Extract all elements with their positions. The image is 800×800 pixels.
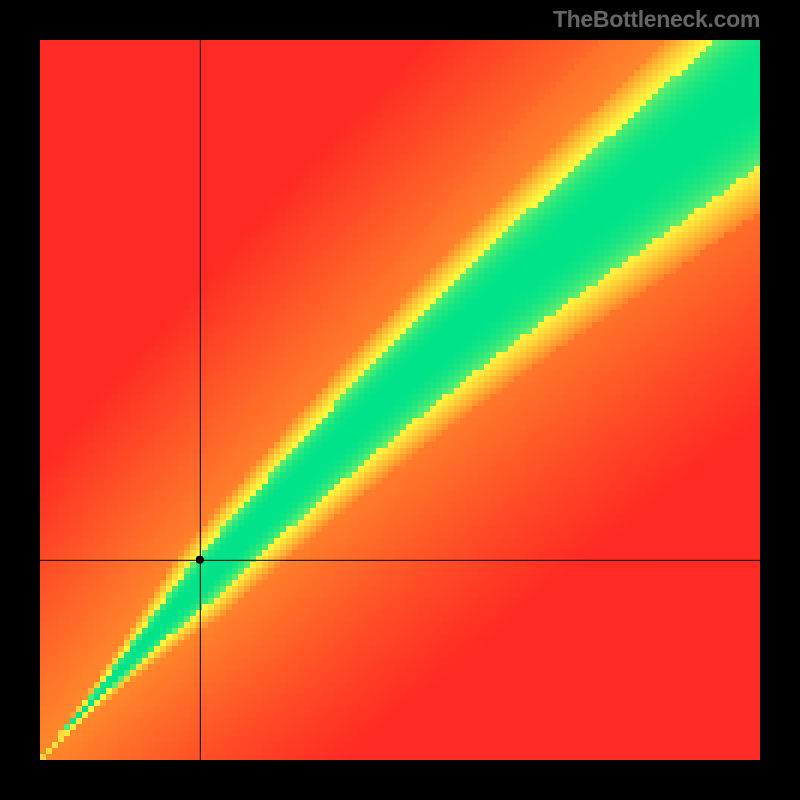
watermark-text: TheBottleneck.com [553, 6, 760, 33]
chart-container: TheBottleneck.com [0, 0, 800, 800]
heatmap-canvas [40, 40, 760, 760]
plot-area [40, 40, 760, 760]
